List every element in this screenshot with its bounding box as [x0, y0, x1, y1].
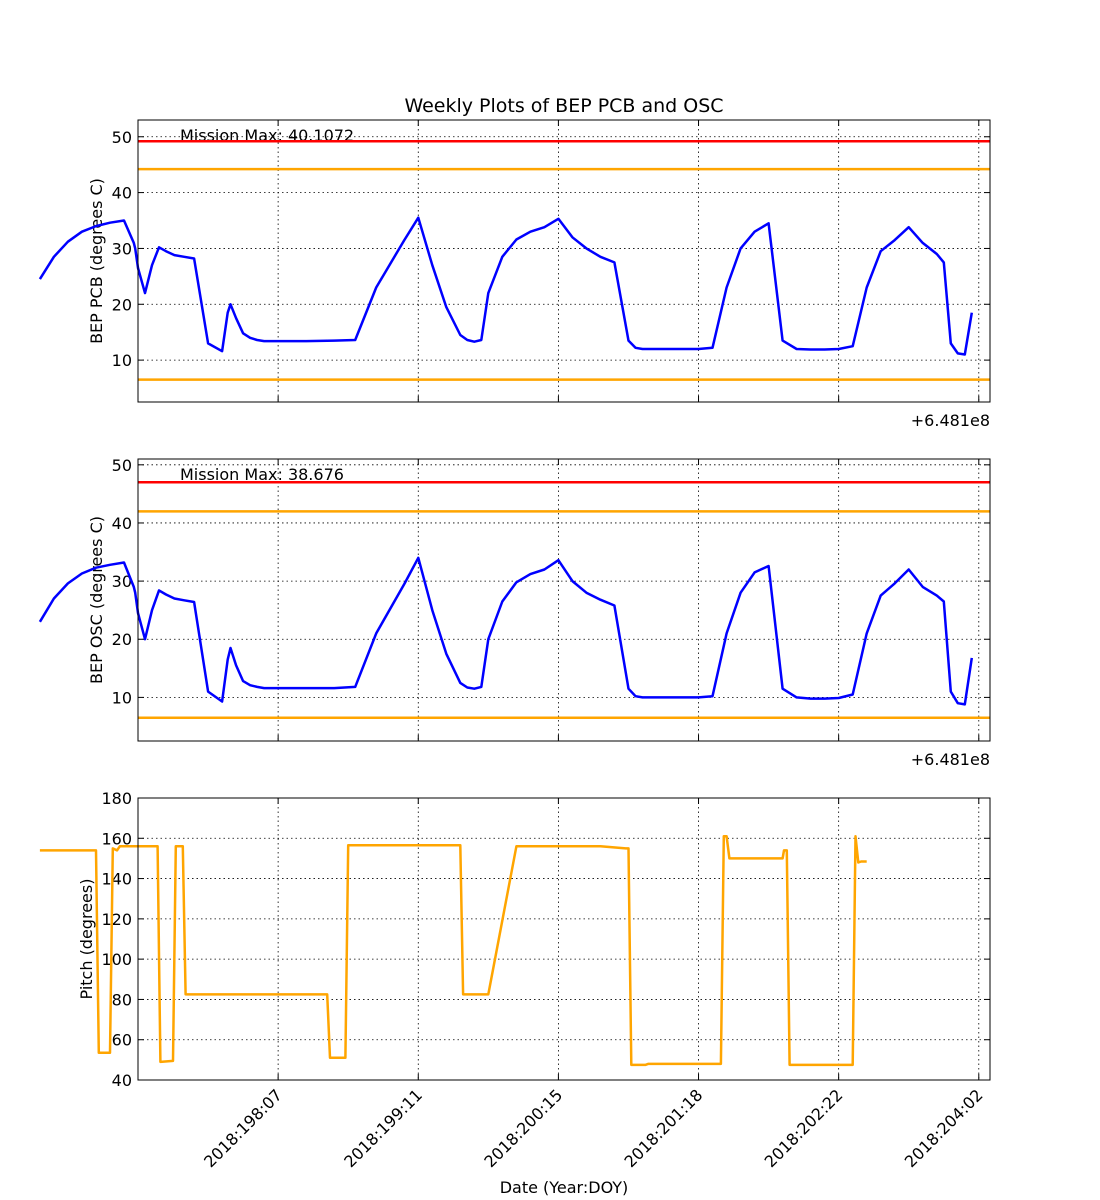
bep-osc-ytick-label: 20 — [112, 630, 132, 649]
bep-pcb-ytick-label: 50 — [112, 128, 132, 147]
bep-pcb-ytick-label: 40 — [112, 184, 132, 203]
pitch-series-line — [39, 835, 867, 1067]
x-axis-label: Date (Year:DOY) — [500, 1178, 629, 1197]
bep-pcb-ytick-label: 30 — [112, 239, 132, 258]
pitch-ytick-label: 40 — [112, 1071, 132, 1090]
bep-osc-ytick-label: 40 — [112, 514, 132, 533]
pitch-ytick-label: 180 — [101, 789, 132, 808]
bep-pcb-series-line — [38, 216, 974, 356]
bep-pcb-ylabel: BEP PCB (degrees C) — [87, 178, 106, 344]
x-tick-labels: 2018:198:07 2018:199:11 2018:200:15 2018:20… — [200, 1085, 987, 1171]
bep-osc-ylabel: BEP OSC (degrees C) — [87, 516, 106, 684]
pitch-ylabel: Pitch (degrees) — [77, 879, 96, 1000]
x-tick-label: 2018:204:02 — [901, 1085, 987, 1171]
x-tick-label: 2018:199:11 — [340, 1085, 426, 1171]
bep-pcb-plot-frame — [137, 119, 991, 403]
pitch-ytick-label: 160 — [101, 829, 132, 848]
x-tick-label: 2018:201:18 — [621, 1085, 707, 1171]
bep-osc-plot-frame — [137, 458, 991, 742]
bep-pcb-ytick-label: 20 — [112, 295, 132, 314]
pitch-ytick-label: 140 — [101, 870, 132, 889]
pitch-plot-frame — [137, 797, 991, 1081]
pitch-ytick-label: 60 — [112, 1031, 132, 1050]
bep-osc-series-line — [38, 556, 974, 706]
bep-pcb-ytick-label: 10 — [112, 351, 132, 370]
bep-osc-ytick-label: 50 — [112, 456, 132, 475]
pitch-panel: Pitch (degrees) 40 60 80 100 120 140 160 180 — [39, 789, 991, 1090]
x-tick-label: 2018:198:07 — [200, 1085, 286, 1171]
bep-osc-offset-label: +6.481e8 — [911, 750, 990, 769]
bep-osc-ytick-label: 30 — [112, 572, 132, 591]
pitch-ytick-label: 100 — [101, 950, 132, 969]
x-tick-label: 2018:202:22 — [761, 1085, 847, 1171]
x-tick-label: 2018:200:15 — [480, 1085, 566, 1171]
pitch-ytick-label: 80 — [112, 990, 132, 1009]
bep-osc-panel: BEP OSC (degrees C) +6.481e8 Mission Max… — [38, 456, 991, 769]
bep-pcb-offset-label: +6.481e8 — [911, 411, 990, 430]
bep-osc-annotation: Mission Max: 38.676 — [180, 465, 344, 484]
bep-pcb-panel: BEP PCB (degrees C) +6.481e8 Mission Max… — [38, 119, 991, 430]
figure-title: Weekly Plots of BEP PCB and OSC — [404, 95, 723, 117]
pitch-ytick-label: 120 — [101, 910, 132, 929]
bep-osc-ytick-label: 10 — [112, 688, 132, 707]
